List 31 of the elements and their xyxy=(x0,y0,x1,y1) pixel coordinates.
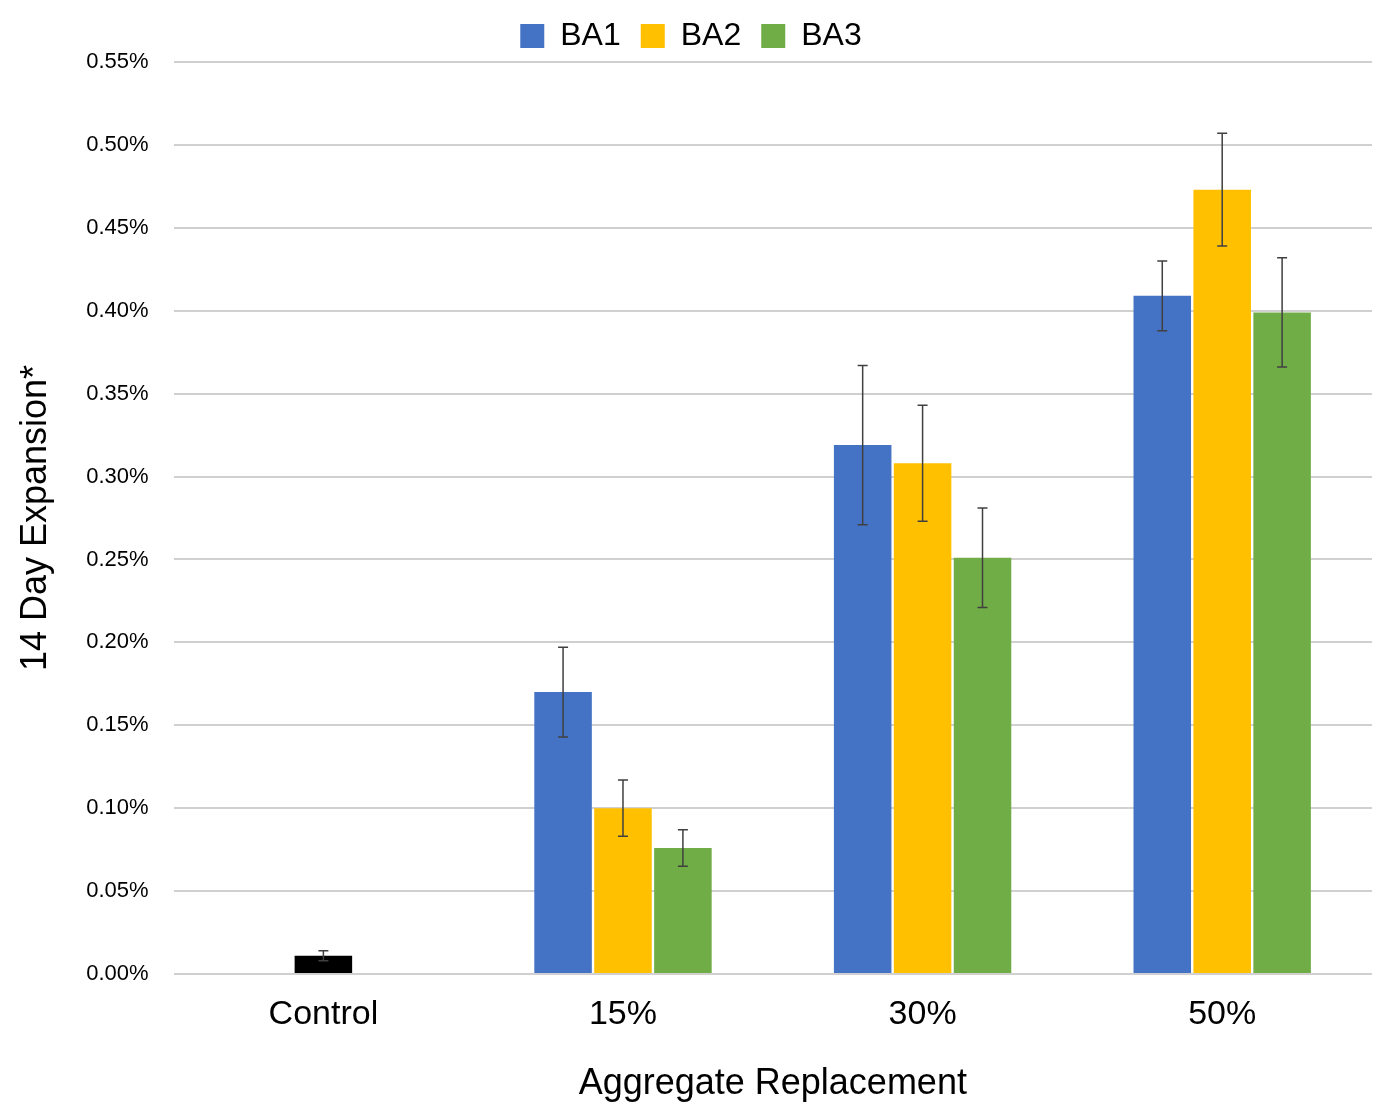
y-tick-label: 0.00% xyxy=(86,960,149,986)
y-tick-label: 0.15% xyxy=(86,711,149,737)
y-tick-label: 0.20% xyxy=(86,628,149,654)
y-tick-label: 0.50% xyxy=(86,130,149,156)
y-tick-label: 0.35% xyxy=(86,379,149,405)
y-tick-label: 0.30% xyxy=(86,462,149,488)
y-tick-label: 0.05% xyxy=(86,877,149,903)
x-tick-label: Control xyxy=(268,992,379,1031)
bar xyxy=(893,463,952,973)
x-axis-title: Aggregate Replacement xyxy=(578,1061,967,1103)
bar xyxy=(294,955,353,973)
legend-label: BA3 xyxy=(801,15,862,52)
y-tick-label: 0.55% xyxy=(86,48,149,74)
x-tick-label: 50% xyxy=(1188,992,1257,1031)
legend-label: BA2 xyxy=(680,15,742,52)
bar xyxy=(1193,189,1251,973)
y-tick-label: 0.10% xyxy=(86,794,149,820)
bar xyxy=(953,557,1012,973)
x-tick-label: 30% xyxy=(888,992,957,1031)
bar xyxy=(833,445,892,973)
y-tick-label: 0.25% xyxy=(86,545,149,571)
y-tick-label: 0.45% xyxy=(86,213,149,239)
y-axis-title: 14 Day Expansion* xyxy=(12,364,54,672)
y-tick-label: 0.40% xyxy=(86,296,149,322)
bar xyxy=(1133,295,1192,973)
bar xyxy=(654,847,712,973)
legend-label: BA1 xyxy=(560,15,621,52)
bar xyxy=(534,692,592,973)
x-tick-label: 15% xyxy=(588,992,658,1031)
bar xyxy=(1253,312,1311,973)
bar xyxy=(594,808,652,973)
